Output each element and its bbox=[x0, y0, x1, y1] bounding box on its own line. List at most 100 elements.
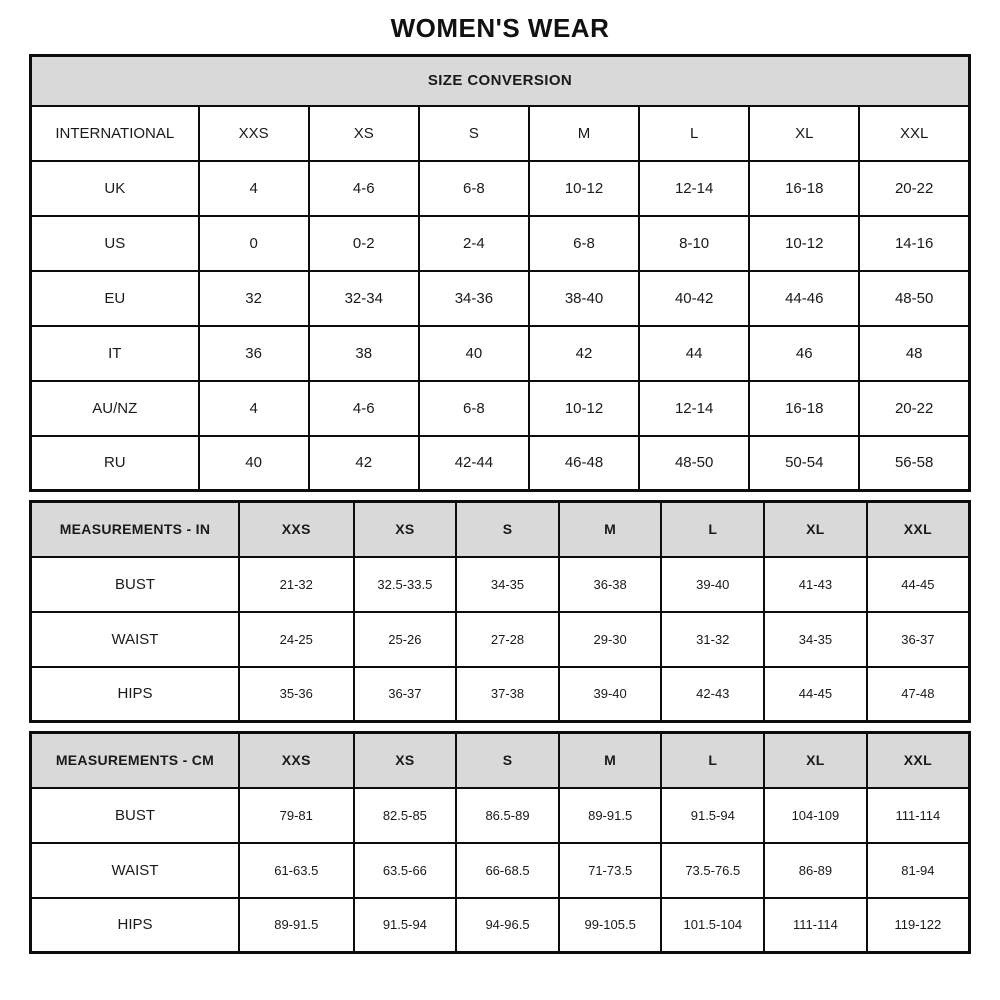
value-cell: 104-109 bbox=[763, 786, 868, 844]
value-cell: 48-50 bbox=[858, 269, 971, 327]
value-cell: 29-30 bbox=[557, 610, 663, 668]
value-cell: 39-40 bbox=[660, 555, 766, 613]
value-cell: 25-26 bbox=[352, 610, 458, 668]
table-row: WAIST 24-25 25-26 27-28 29-30 31-32 34-35 36-37 bbox=[29, 610, 971, 668]
table-row: BUST 21-32 32.5-33.5 34-35 36-38 39-40 41-43 44… bbox=[29, 555, 971, 613]
value-cell: 16-18 bbox=[748, 159, 861, 217]
value-cell: 8-10 bbox=[638, 214, 751, 272]
column-header-cell: XL bbox=[763, 500, 868, 558]
column-header-cell: XL bbox=[763, 731, 868, 789]
value-cell: 44-45 bbox=[763, 665, 868, 723]
column-header-cell: XS bbox=[352, 731, 458, 789]
value-cell: 47-48 bbox=[865, 665, 971, 723]
row-label-cell: WAIST bbox=[29, 841, 240, 899]
column-header-cell: XXL bbox=[858, 104, 971, 162]
measurements-in-table-section: MEASUREMENTS - IN XXS XS S M L XL XXL BUST 21-32 3… bbox=[29, 500, 971, 723]
value-cell: 36-37 bbox=[865, 610, 971, 668]
value-cell: 2-4 bbox=[417, 214, 530, 272]
column-header-cell: M bbox=[557, 500, 663, 558]
row-label-cell: AU/NZ bbox=[29, 379, 200, 437]
value-cell: 4-6 bbox=[307, 379, 420, 437]
value-cell: 42 bbox=[307, 434, 420, 492]
table-row: WAIST 61-63.5 63.5-66 66-68.5 71-73.5 73.5-76… bbox=[29, 841, 971, 899]
value-cell: 63.5-66 bbox=[352, 841, 458, 899]
value-cell: 86-89 bbox=[763, 841, 868, 899]
column-header-cell: XXS bbox=[197, 104, 310, 162]
value-cell: 10-12 bbox=[527, 379, 641, 437]
table-row: EU 32 32-34 34-36 38-40 40-42 44-46 48-50 bbox=[29, 269, 971, 327]
value-cell: 10-12 bbox=[748, 214, 861, 272]
value-cell: 20-22 bbox=[858, 159, 971, 217]
table-banner-row: SIZE CONVERSION bbox=[29, 54, 971, 107]
value-cell: 82.5-85 bbox=[352, 786, 458, 844]
value-cell: 32 bbox=[197, 269, 310, 327]
row-label-cell: UK bbox=[29, 159, 200, 217]
row-label-cell: HIPS bbox=[29, 665, 240, 723]
value-cell: 66-68.5 bbox=[455, 841, 560, 899]
measurements-cm-table: MEASUREMENTS - CM XXS XS S M L XL XXL BUST 79-81 8… bbox=[29, 731, 971, 954]
column-header-cell: L bbox=[660, 500, 766, 558]
value-cell: 36-37 bbox=[352, 665, 458, 723]
value-cell: 4 bbox=[197, 159, 310, 217]
value-cell: 41-43 bbox=[763, 555, 868, 613]
value-cell: 20-22 bbox=[858, 379, 971, 437]
table-row: IT 36 38 40 42 44 46 48 bbox=[29, 324, 971, 382]
value-cell: 12-14 bbox=[638, 159, 751, 217]
value-cell: 10-12 bbox=[527, 159, 641, 217]
column-header-cell: M bbox=[557, 731, 663, 789]
page-title: WOMEN'S WEAR bbox=[390, 13, 610, 43]
value-cell: 35-36 bbox=[237, 665, 355, 723]
column-header-cell: XXL bbox=[865, 731, 971, 789]
value-cell: 91.5-94 bbox=[352, 896, 458, 954]
row-label-cell: BUST bbox=[29, 786, 240, 844]
measurements-cm-table-section: MEASUREMENTS - CM XXS XS S M L XL XXL BUST 79-81 8… bbox=[29, 731, 971, 954]
row-label-cell: RU bbox=[29, 434, 200, 492]
column-header-row: INTERNATIONAL XXS XS S M L XL XXL bbox=[29, 104, 971, 162]
table-row: RU 40 42 42-44 46-48 48-50 50-54 56-58 bbox=[29, 434, 971, 492]
value-cell: 40-42 bbox=[638, 269, 751, 327]
value-cell: 0-2 bbox=[307, 214, 420, 272]
value-cell: 39-40 bbox=[557, 665, 663, 723]
column-header-row: MEASUREMENTS - IN XXS XS S M L XL XXL bbox=[29, 500, 971, 558]
value-cell: 6-8 bbox=[417, 159, 530, 217]
value-cell: 94-96.5 bbox=[455, 896, 560, 954]
value-cell: 40 bbox=[197, 434, 310, 492]
row-label-cell: EU bbox=[29, 269, 200, 327]
value-cell: 119-122 bbox=[865, 896, 971, 954]
value-cell: 101.5-104 bbox=[660, 896, 766, 954]
table-row: US 0 0-2 2-4 6-8 8-10 10-12 14-16 bbox=[29, 214, 971, 272]
value-cell: 42 bbox=[527, 324, 641, 382]
value-cell: 91.5-94 bbox=[660, 786, 766, 844]
value-cell: 36 bbox=[197, 324, 310, 382]
size-conversion-table-section: SIZE CONVERSION INTERNATIONAL XXS XS S M L XL XX… bbox=[29, 54, 971, 492]
column-header-cell: L bbox=[660, 731, 766, 789]
value-cell: 36-38 bbox=[557, 555, 663, 613]
value-cell: 50-54 bbox=[748, 434, 861, 492]
measurements-in-table: MEASUREMENTS - IN XXS XS S M L XL XXL BUST 21-32 3… bbox=[29, 500, 971, 723]
value-cell: 34-35 bbox=[455, 555, 560, 613]
row-label-cell: BUST bbox=[29, 555, 240, 613]
value-cell: 0 bbox=[197, 214, 310, 272]
value-cell: 44 bbox=[638, 324, 751, 382]
row-label-cell: WAIST bbox=[29, 610, 240, 668]
row-label-cell: US bbox=[29, 214, 200, 272]
row-label-cell: IT bbox=[29, 324, 200, 382]
value-cell: 73.5-76.5 bbox=[660, 841, 766, 899]
value-cell: 6-8 bbox=[527, 214, 641, 272]
value-cell: 79-81 bbox=[237, 786, 355, 844]
column-header-cell: INTERNATIONAL bbox=[29, 104, 200, 162]
value-cell: 4 bbox=[197, 379, 310, 437]
value-cell: 89-91.5 bbox=[237, 896, 355, 954]
table-row: HIPS 89-91.5 91.5-94 94-96.5 99-105.5 101.5-1… bbox=[29, 896, 971, 954]
value-cell: 99-105.5 bbox=[557, 896, 663, 954]
value-cell: 89-91.5 bbox=[557, 786, 663, 844]
value-cell: 48 bbox=[858, 324, 971, 382]
value-cell: 4-6 bbox=[307, 159, 420, 217]
value-cell: 32-34 bbox=[307, 269, 420, 327]
column-header-cell: XS bbox=[307, 104, 420, 162]
value-cell: 38-40 bbox=[527, 269, 641, 327]
value-cell: 44-45 bbox=[865, 555, 971, 613]
column-header-cell: M bbox=[527, 104, 641, 162]
table-row: HIPS 35-36 36-37 37-38 39-40 42-43 44-45 47-48 bbox=[29, 665, 971, 723]
value-cell: 44-46 bbox=[748, 269, 861, 327]
